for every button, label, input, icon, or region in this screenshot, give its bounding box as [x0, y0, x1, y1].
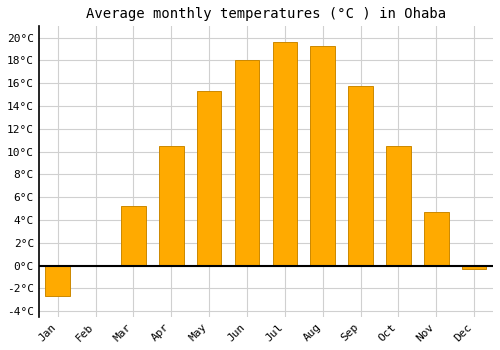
Bar [121, 206, 146, 266]
Bar [348, 85, 373, 266]
Bar [386, 146, 410, 266]
Bar [46, 266, 70, 296]
Title: Average monthly temperatures (°C ) in Ohaba: Average monthly temperatures (°C ) in Oh… [86, 7, 446, 21]
Bar [272, 42, 297, 266]
Bar [310, 46, 335, 266]
Bar [159, 146, 184, 266]
Bar [197, 91, 222, 266]
Bar [424, 212, 448, 266]
Bar [462, 266, 486, 269]
Bar [234, 61, 260, 266]
